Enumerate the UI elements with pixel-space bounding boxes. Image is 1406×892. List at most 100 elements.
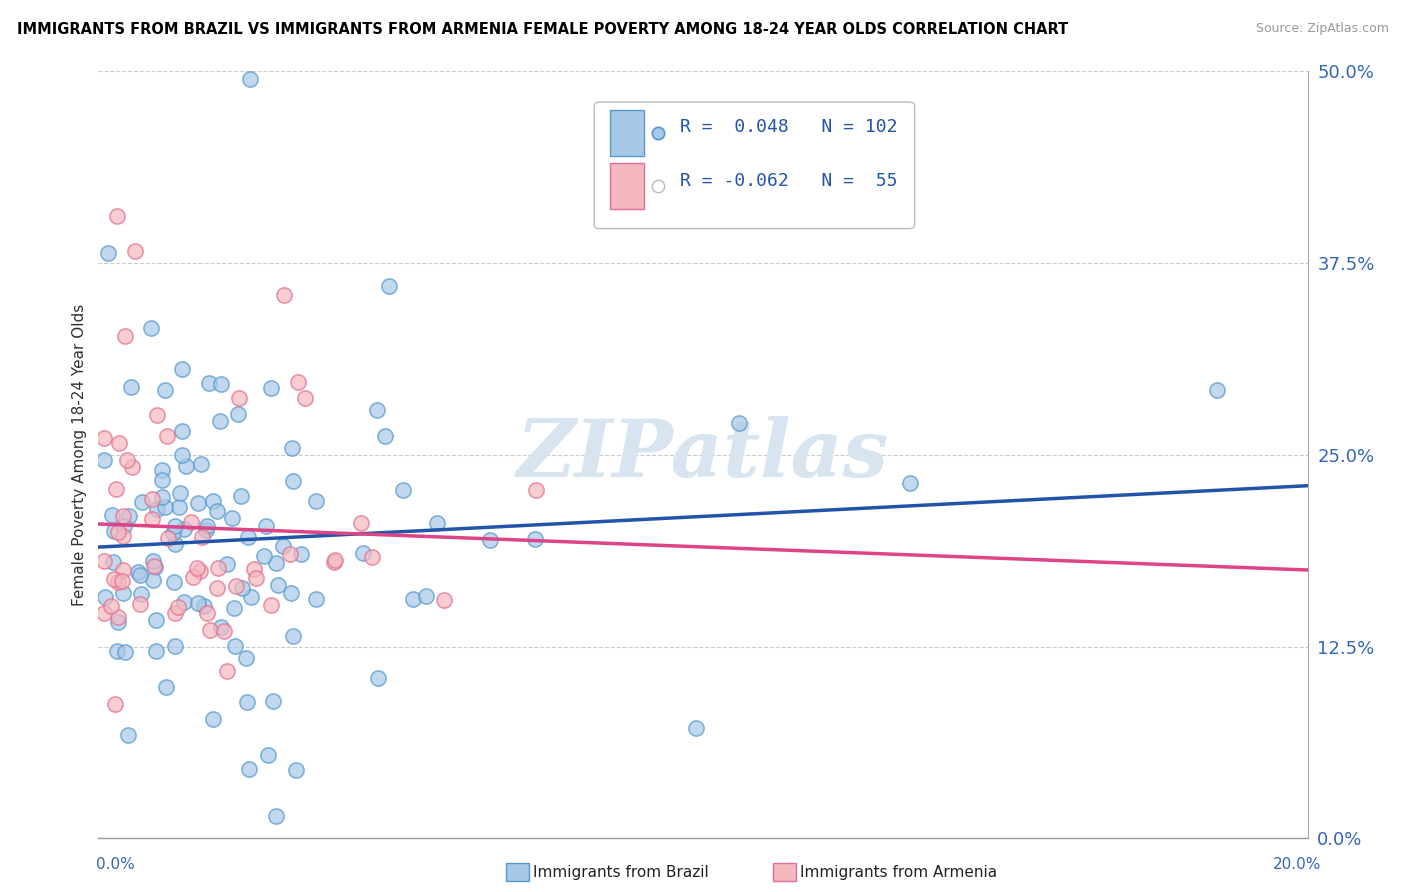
Point [180,515,202,529]
Text: Source: ZipAtlas.com: Source: ZipAtlas.com [1256,22,1389,36]
Point [143,560,166,574]
Point [238,762,260,776]
Point [224,639,246,653]
Point [141,491,163,506]
Point [103,572,125,586]
Point [107,435,129,450]
Point [208,414,231,428]
Point [200,623,222,637]
FancyBboxPatch shape [595,102,915,228]
Point [169,500,191,515]
Point [173,595,195,609]
Point [262,694,284,708]
Point [155,500,177,514]
Point [105,644,128,658]
Point [186,561,208,575]
Point [305,493,328,508]
Point [207,561,229,575]
Point [361,550,384,565]
Point [101,556,124,570]
Point [215,557,238,571]
Point [212,624,235,638]
Point [128,597,150,611]
Point [100,508,122,522]
Point [377,279,399,293]
Point [124,244,146,258]
Point [150,463,173,477]
Point [150,473,173,487]
Point [166,599,188,614]
Point [294,391,316,405]
Point [162,526,184,541]
Point [172,448,194,462]
Point [254,519,277,533]
Point [190,458,212,472]
Point [111,563,134,577]
Point [224,601,246,615]
Point [105,209,128,223]
Point [121,460,143,475]
Point [111,529,134,543]
Point [432,592,454,607]
Point [191,530,214,544]
Point [142,574,165,588]
Point [155,680,177,694]
Point [93,554,115,568]
Point [239,591,262,605]
Point [117,728,139,742]
Point [284,763,307,777]
Point [264,808,287,822]
Text: IMMIGRANTS FROM BRAZIL VS IMMIGRANTS FROM ARMENIA FEMALE POVERTY AMONG 18-24 YEA: IMMIGRANTS FROM BRAZIL VS IMMIGRANTS FRO… [17,22,1069,37]
Point [117,453,139,467]
Point [245,571,267,585]
Point [1206,383,1229,397]
Point [281,475,304,489]
Point [415,589,437,603]
Point [127,565,149,579]
Point [181,570,204,584]
Point [207,504,229,518]
Point [107,615,129,629]
Point [129,567,152,582]
Text: Immigrants from Brazil: Immigrants from Brazil [533,865,709,880]
Point [243,562,266,576]
FancyBboxPatch shape [610,110,644,156]
Point [97,246,120,260]
Point [728,416,751,430]
Point [107,575,129,590]
Point [209,376,232,391]
Point [900,476,922,491]
Point [93,431,115,445]
Point [257,748,280,763]
Point [165,519,187,533]
Point [120,380,142,394]
Point [402,592,425,607]
Point [267,577,290,591]
Point [100,599,122,613]
Point [524,483,547,497]
Point [283,629,305,643]
Point [146,408,169,422]
Point [169,486,191,500]
Point [391,483,413,497]
Point [350,516,373,530]
Point [260,381,283,395]
Point [111,574,134,588]
Point [221,511,243,525]
Point [287,375,309,389]
Point [195,523,218,537]
Point [280,585,302,599]
Point [323,553,346,567]
Text: R = -0.062   N =  55: R = -0.062 N = 55 [681,172,897,190]
Point [523,532,546,546]
Point [104,482,127,496]
Point [198,376,221,390]
Point [215,664,238,678]
Point [236,530,259,544]
Point [231,489,253,503]
Text: 0.0%: 0.0% [96,857,135,872]
Point [281,441,304,455]
Point [366,403,388,417]
Point [163,606,186,620]
Point [107,524,129,539]
